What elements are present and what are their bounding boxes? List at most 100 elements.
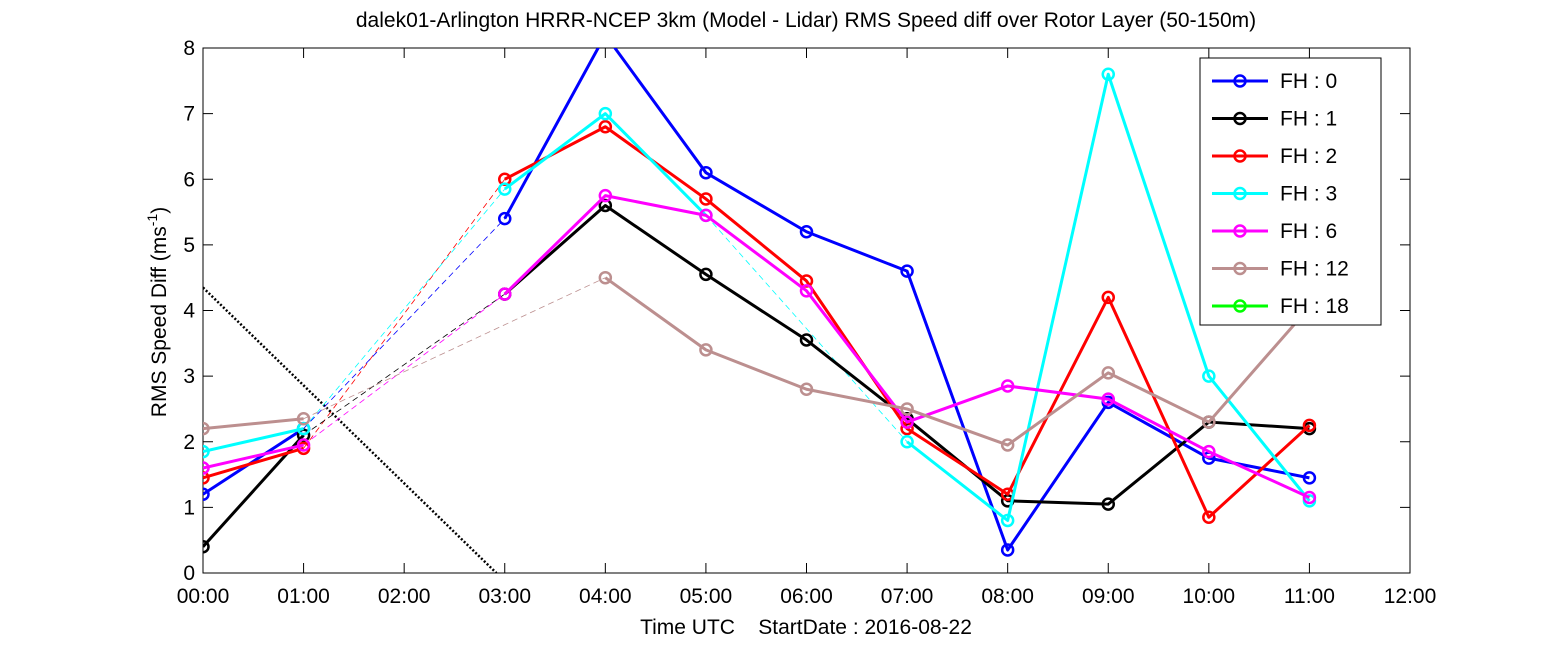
series-gap-bridge <box>303 188 506 429</box>
series-line <box>503 112 707 217</box>
data-point <box>799 333 814 347</box>
legend-marker <box>1233 186 1247 201</box>
data-point <box>203 540 210 554</box>
y-axis-label-sup: -1 <box>144 214 160 227</box>
data-point <box>1202 369 1216 383</box>
series-line <box>203 427 305 496</box>
x-tick-label: 08:00 <box>981 585 1034 608</box>
series-line <box>203 443 304 470</box>
series-line <box>503 204 1310 506</box>
axis-ticks <box>202 47 1411 574</box>
legend-marker <box>1233 299 1247 313</box>
data-point <box>699 267 713 282</box>
legend-entry: FH : 0 <box>1280 70 1337 93</box>
legend-marker <box>1233 74 1247 88</box>
series-line <box>504 125 1311 519</box>
data-point <box>1101 392 1115 406</box>
y-tick-label: 5 <box>183 234 195 257</box>
y-tick-label: 0 <box>183 562 195 585</box>
y-tick-labels: 0 1 2 3 4 5 6 7 8 <box>183 37 195 585</box>
series-gap-bridge <box>303 218 506 429</box>
data-point <box>900 264 914 278</box>
x-tick-label: 01:00 <box>277 585 330 608</box>
series-line <box>906 72 1311 522</box>
x-tick-label: 00:00 <box>177 585 230 608</box>
y-tick-label: 4 <box>183 300 195 323</box>
x-tick-label: 09:00 <box>1082 585 1135 608</box>
y-tick-label: 1 <box>183 496 195 519</box>
legend-marker <box>1233 111 1247 126</box>
data-point <box>699 192 713 206</box>
x-tick-label: 11:00 <box>1284 585 1335 608</box>
y-tick-label: 8 <box>183 37 195 60</box>
data-point <box>699 165 713 180</box>
data-point <box>1202 510 1216 524</box>
series-line <box>604 276 1311 447</box>
series-gap-bridge <box>705 215 908 443</box>
data-point <box>598 188 613 203</box>
data-point <box>296 412 311 426</box>
data-point <box>296 438 311 452</box>
legend-marker <box>1233 149 1247 163</box>
series-2 <box>203 120 1317 524</box>
legend-entry: FH : 12 <box>1280 258 1349 281</box>
y-axis-label-end: ) <box>148 207 171 214</box>
data-point <box>203 471 210 485</box>
data-point <box>203 421 210 436</box>
data-point <box>1000 513 1015 528</box>
series-gap-bridge <box>303 179 506 449</box>
series-gap-bridge <box>303 293 505 446</box>
data-point <box>1202 415 1216 429</box>
data-point <box>1202 444 1216 459</box>
data-point <box>1302 490 1317 505</box>
series-line <box>503 194 1311 499</box>
x-axis-label: Time UTC StartDate : 2016-08-22 <box>640 616 972 639</box>
data-point <box>799 225 814 239</box>
series-5 <box>203 270 1317 452</box>
data-point <box>1000 438 1015 452</box>
data-point <box>203 444 210 459</box>
data-point <box>203 487 210 501</box>
legend: FH : 0 FH : 1 FH : 2 FH : 3 FH : 6 FH : 12 FH … <box>1199 57 1382 326</box>
y-tick-label: 7 <box>183 103 195 126</box>
data-point <box>598 270 613 285</box>
legend-entry: FH : 1 <box>1280 108 1337 131</box>
series-line <box>203 417 304 431</box>
data-point <box>1000 379 1015 393</box>
series-3 <box>203 67 1317 528</box>
x-tick-label: 03:00 <box>478 585 531 608</box>
data-point <box>799 382 814 396</box>
x-tick-label: 05:00 <box>680 585 733 608</box>
y-axis-label-main: RMS Speed Diff (ms <box>148 226 171 417</box>
series-line <box>203 427 304 454</box>
x-tick-label: 07:00 <box>881 585 934 608</box>
data-point <box>799 284 814 298</box>
data-point <box>1302 471 1317 485</box>
x-tick-label: 12:00 <box>1384 585 1437 608</box>
data-point <box>1101 366 1115 380</box>
x-tick-label: 04:00 <box>579 585 632 608</box>
data-point <box>498 211 512 226</box>
data-point <box>900 415 914 429</box>
data-point <box>1000 543 1015 557</box>
data-point <box>1302 418 1317 433</box>
legend-marker <box>1233 224 1247 238</box>
legend-entry: FH : 18 <box>1280 295 1349 318</box>
series-4 <box>203 188 1317 505</box>
data-point <box>699 208 713 223</box>
data-point <box>1101 290 1115 305</box>
data-point <box>900 435 914 449</box>
legend-entry: FH : 6 <box>1280 220 1337 243</box>
legend-box <box>1199 57 1382 326</box>
series-line <box>203 446 305 480</box>
x-tick-label: 10:00 <box>1183 585 1236 608</box>
dotted-reference-line <box>203 286 498 573</box>
y-tick-label: 3 <box>183 365 195 388</box>
legend-entry: FH : 2 <box>1280 145 1337 168</box>
plot-content <box>203 48 1317 573</box>
y-tick-label: 2 <box>183 431 195 454</box>
data-point <box>598 120 613 134</box>
series-gap-bridge <box>303 277 606 420</box>
x-tick-labels: 00:00 01:00 02:00 03:00 04:00 05:00 06:00 07:00… <box>177 585 1437 608</box>
